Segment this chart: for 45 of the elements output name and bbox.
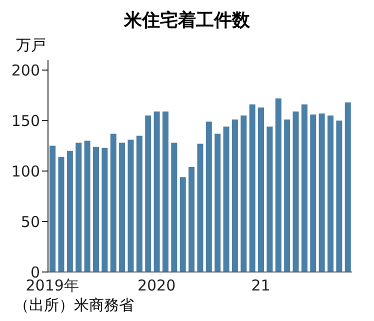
bar (110, 134, 116, 272)
bar (266, 126, 273, 272)
bar (128, 140, 134, 272)
y-axis-title: 万戸 (16, 36, 46, 55)
bar (92, 146, 99, 272)
bar (66, 150, 73, 272)
y-tick-label: 50 (20, 212, 40, 231)
bar (58, 156, 64, 272)
bar (232, 120, 238, 272)
bar (258, 107, 264, 272)
bar (119, 142, 126, 272)
bar (336, 120, 342, 272)
bar (292, 111, 299, 272)
bar (154, 111, 160, 272)
bar (249, 104, 256, 272)
x-tick-label: 2020 (137, 276, 176, 295)
bar (197, 144, 204, 272)
bar (145, 116, 152, 272)
bar (240, 116, 247, 272)
bar (284, 120, 290, 272)
bar (344, 102, 351, 272)
bar (171, 142, 178, 272)
bar (214, 134, 221, 272)
y-tick-label: 100 (11, 162, 40, 180)
bar (162, 111, 168, 272)
bar (206, 122, 212, 272)
y-tick-label: 200 (11, 61, 40, 80)
x-tick-label: 21 (251, 276, 270, 295)
bar (310, 114, 316, 272)
bar (50, 146, 56, 272)
bar (84, 140, 90, 272)
bar (301, 104, 308, 272)
bar (136, 136, 142, 272)
bar (223, 126, 230, 272)
text: （出所）米商務省 (14, 296, 134, 315)
bar (76, 142, 82, 272)
bar (180, 177, 186, 272)
y-tick-label: 150 (11, 112, 40, 130)
bar (275, 98, 282, 272)
x-tick-label: 2019年 (26, 276, 79, 295)
bar (102, 148, 108, 272)
bar (318, 114, 325, 272)
chart-title: 米住宅着工件数 (122, 9, 251, 32)
bar (328, 116, 334, 272)
bar (188, 167, 195, 272)
